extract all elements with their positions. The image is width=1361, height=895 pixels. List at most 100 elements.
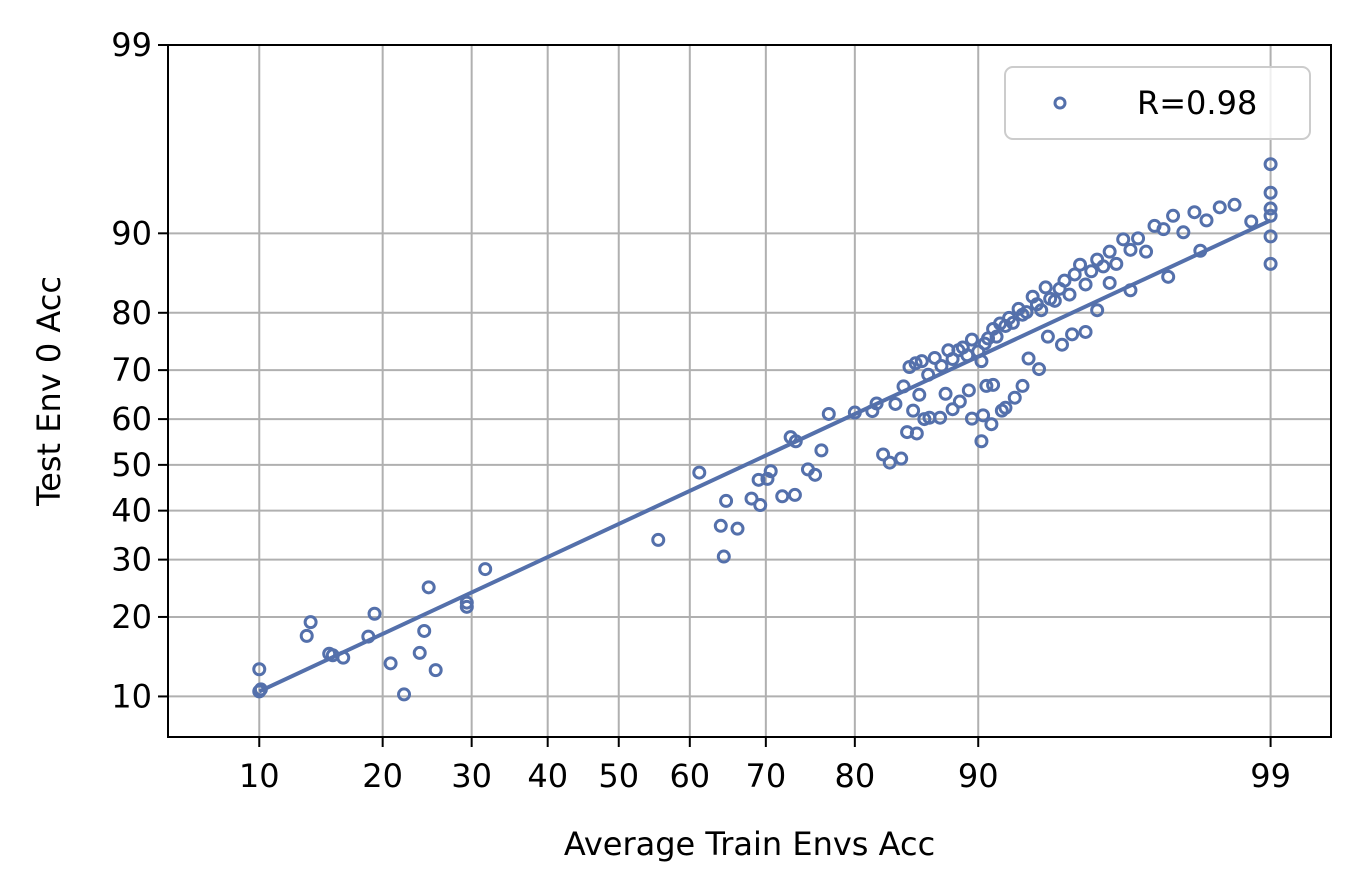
data-point: [1073, 257, 1088, 272]
data-point: [1062, 287, 1077, 302]
x-tick-label: 90: [958, 757, 999, 795]
data-point: [821, 406, 836, 421]
y-tick-label: 10: [111, 677, 152, 715]
data-point: [421, 580, 436, 595]
data-point: [1102, 244, 1117, 259]
x-tick-label: 10: [239, 757, 280, 795]
data-point: [909, 426, 924, 441]
x-tick-label: 80: [834, 757, 875, 795]
data-point: [964, 332, 979, 347]
y-axis-label: Test Env 0 Acc: [30, 276, 68, 507]
data-point: [760, 471, 775, 486]
data-point: [788, 434, 803, 449]
data-point: [744, 491, 759, 506]
data-point: [1021, 351, 1036, 366]
data-point: [1244, 214, 1259, 229]
data-point: [906, 403, 921, 418]
x-tick-label: 99: [1250, 757, 1291, 795]
x-axis-ticks: 10 20 30 40 50 60 70 80 90 99: [239, 737, 1291, 795]
data-point: [1212, 200, 1227, 215]
data-point: [775, 489, 790, 504]
data-point: [888, 396, 903, 411]
data-point: [1199, 213, 1214, 228]
data-point: [1007, 390, 1022, 405]
data-point: [719, 493, 734, 508]
y-tick-label: 90: [111, 214, 152, 252]
data-point: [933, 410, 948, 425]
data-point: [979, 378, 994, 393]
data-point: [730, 521, 745, 536]
data-point: [1047, 293, 1062, 308]
data-point: [1005, 315, 1020, 330]
data-point: [1123, 242, 1138, 257]
data-point: [1187, 205, 1202, 220]
data-point: [417, 623, 432, 638]
y-axis-ticks: 10 20 30 40 50 60 70 80 90 99: [111, 26, 168, 715]
grid-lines: [168, 44, 1331, 737]
data-point: [952, 394, 967, 409]
x-tick-label: 50: [598, 757, 639, 795]
data-point: [912, 387, 927, 402]
data-point: [753, 498, 768, 513]
data-point: [1084, 264, 1099, 279]
data-point: [1156, 222, 1171, 237]
x-tick-label: 40: [527, 757, 568, 795]
data-point: [1263, 185, 1278, 200]
data-point: [976, 408, 991, 423]
data-point: [1139, 244, 1154, 259]
data-point: [989, 329, 1004, 344]
data-point: [1054, 337, 1069, 352]
data-point: [876, 447, 891, 462]
data-point: [1078, 324, 1093, 339]
data-point: [1096, 259, 1111, 274]
fit-line: [258, 218, 1272, 694]
data-point: [1131, 231, 1146, 246]
y-tick-label: 99: [111, 26, 152, 64]
y-tick-label: 70: [111, 351, 152, 389]
data-point: [1176, 225, 1191, 240]
data-point: [1040, 329, 1055, 344]
data-point: [986, 377, 1001, 392]
data-point: [869, 396, 884, 411]
data-point: [974, 434, 989, 449]
data-point: [945, 402, 960, 417]
data-point: [1166, 208, 1181, 223]
data-point: [459, 595, 474, 610]
data-point: [336, 650, 351, 665]
data-point: [894, 451, 909, 466]
data-point: [998, 400, 1013, 415]
x-tick-label: 20: [362, 757, 403, 795]
data-point: [716, 549, 731, 564]
data-point: [961, 383, 976, 398]
data-point: [428, 663, 443, 678]
x-tick-label: 70: [745, 757, 786, 795]
data-point: [1263, 208, 1278, 223]
data-point: [908, 356, 923, 371]
fit-line-group: [258, 218, 1272, 694]
y-tick-label: 40: [111, 492, 152, 530]
data-point: [1227, 197, 1242, 212]
data-point: [1078, 277, 1093, 292]
data-point: [1123, 283, 1138, 298]
data-point: [397, 687, 412, 702]
x-axis-label: Average Train Envs Acc: [564, 825, 935, 863]
data-point: [934, 358, 949, 373]
data-point: [1065, 327, 1080, 342]
data-point: [367, 606, 382, 621]
data-point: [847, 405, 862, 420]
y-tick-label: 20: [111, 598, 152, 636]
data-point: [1090, 303, 1105, 318]
y-tick-label: 50: [111, 446, 152, 484]
data-point: [921, 367, 936, 382]
data-point: [1057, 273, 1072, 288]
data-point: [1263, 201, 1278, 216]
data-point: [763, 464, 778, 479]
legend: R=0.98: [1004, 66, 1311, 140]
data-point: [713, 518, 728, 533]
data-point: [1038, 280, 1053, 295]
data-point: [253, 682, 268, 697]
data-point: [1019, 305, 1034, 320]
data-point: [896, 379, 911, 394]
data-point: [751, 472, 766, 487]
